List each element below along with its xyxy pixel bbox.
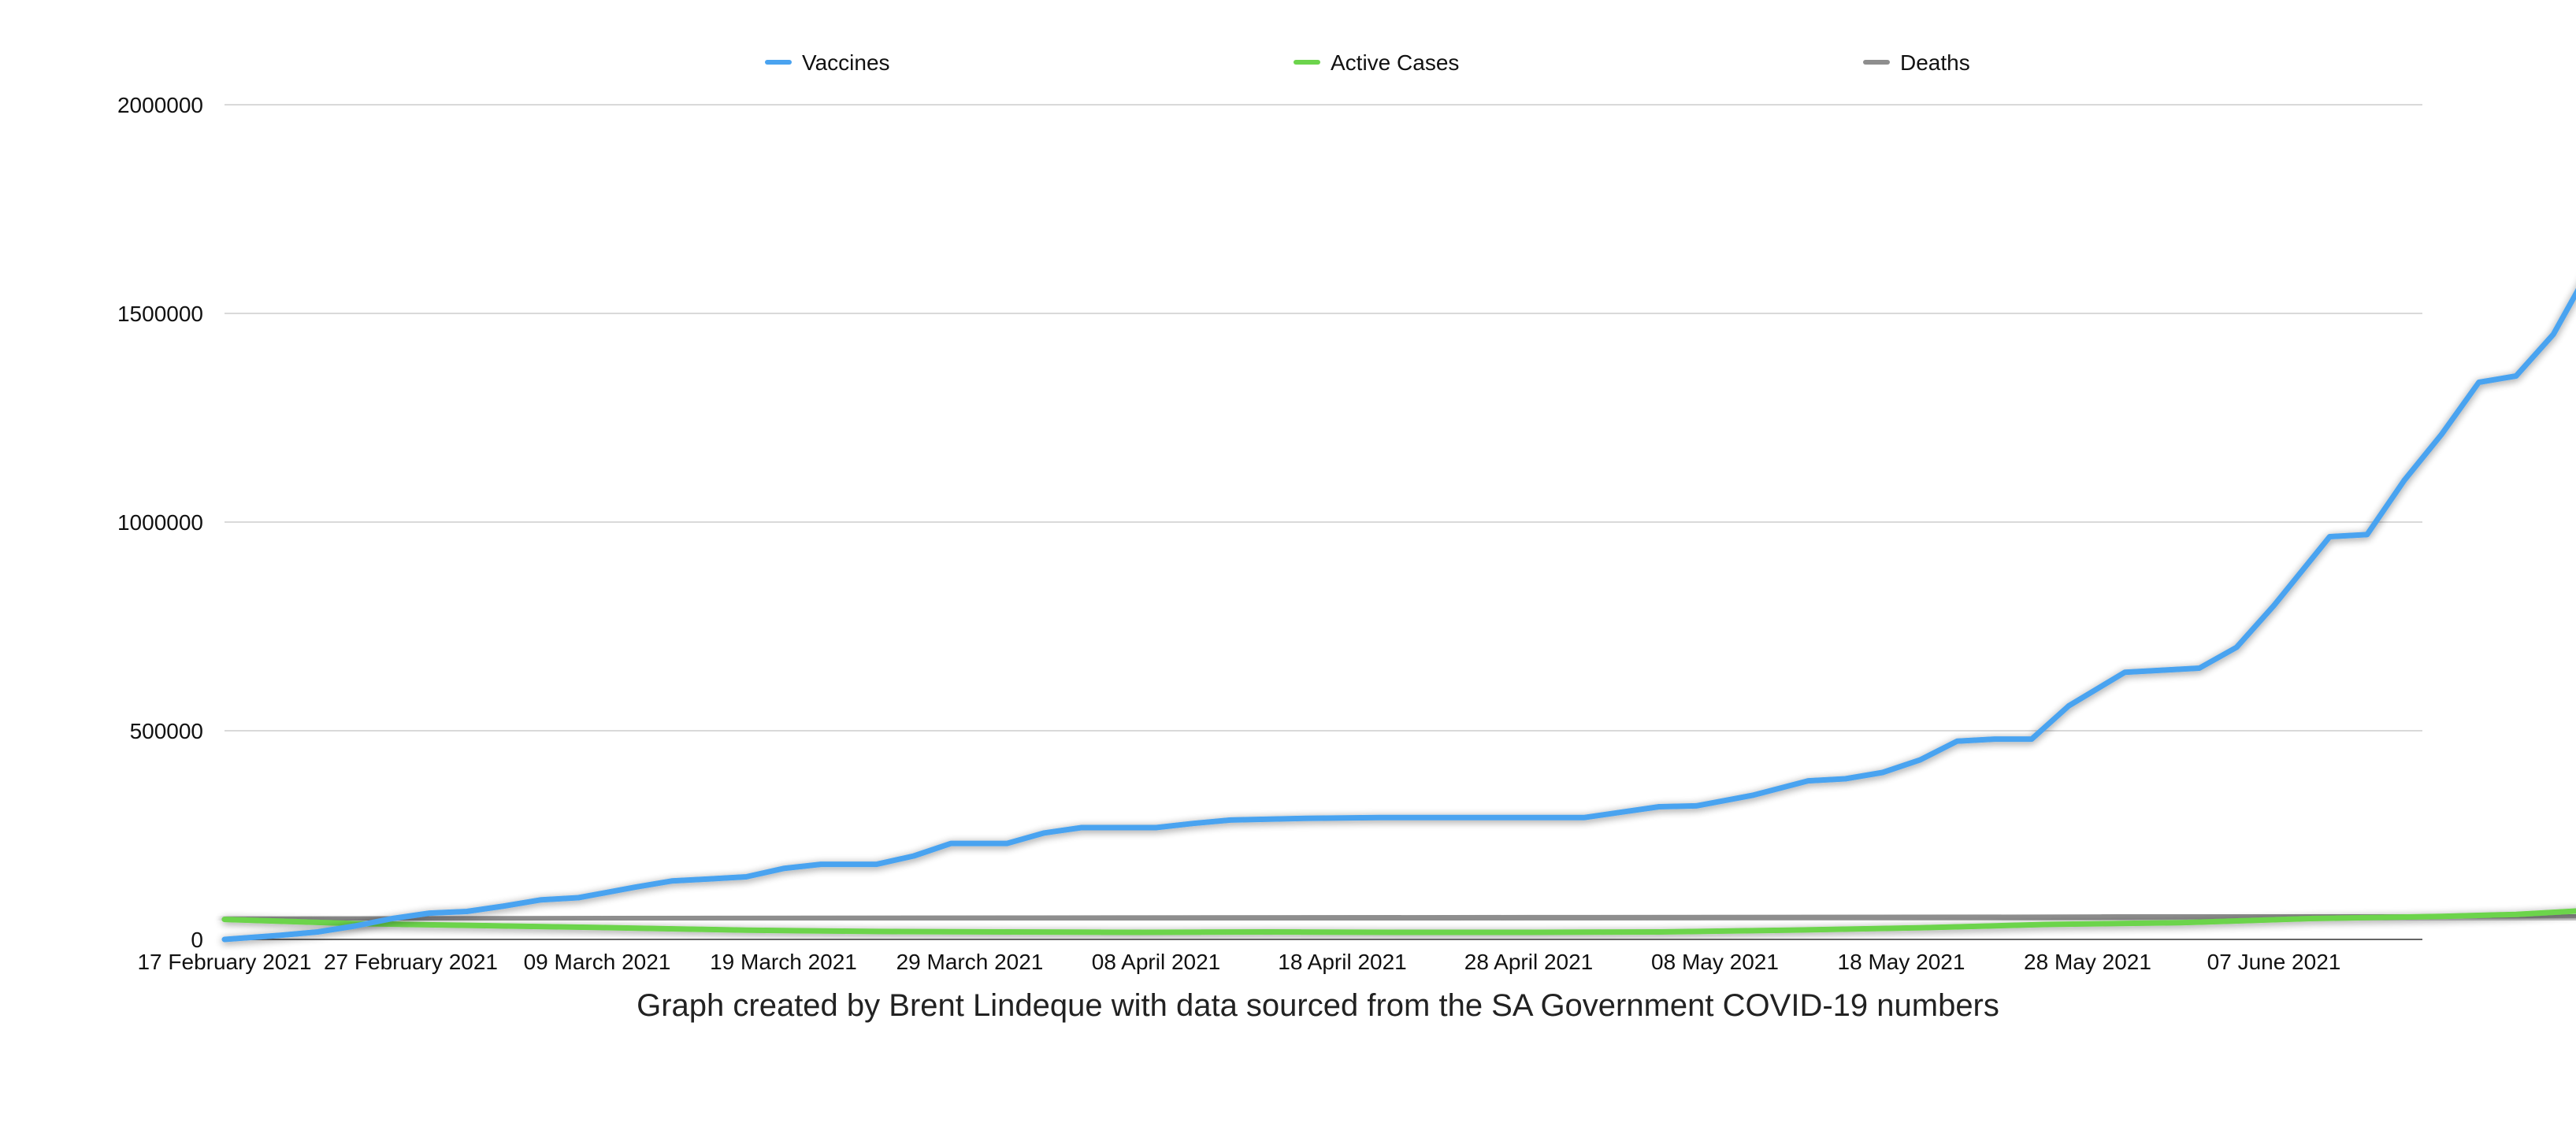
- x-tick-label: 18 May 2021: [1838, 950, 1965, 974]
- series-line-vaccines: [221, 287, 2576, 943]
- x-axis-ticks: 17 February 2021 27 February 2021 09 March…: [137, 950, 2340, 974]
- legend-item-vaccines: Vaccines: [765, 50, 890, 75]
- x-tick-label: 28 May 2021: [2024, 950, 2151, 974]
- y-tick-label: 1000000: [117, 510, 203, 535]
- gridlines: [225, 104, 2422, 732]
- legend-item-active-cases: Active Cases: [1294, 50, 1459, 75]
- legend-label: Vaccines: [802, 50, 890, 75]
- x-tick-label: 17 February 2021: [137, 950, 311, 974]
- x-tick-label: 07 June 2021: [2207, 950, 2341, 974]
- y-tick-label: 1500000: [117, 302, 203, 326]
- x-tick-label: 09 March 2021: [524, 950, 671, 974]
- legend: Vaccines Active Cases Deaths: [765, 50, 1970, 75]
- x-tick-label: 08 May 2021: [1651, 950, 1779, 974]
- legend-item-deaths: Deaths: [1863, 50, 1970, 75]
- x-tick-label: 29 March 2021: [896, 950, 1044, 974]
- x-tick-label: 08 April 2021: [1092, 950, 1220, 974]
- chart-caption: Graph created by Brent Lindeque with dat…: [637, 988, 1999, 1023]
- y-tick-label: 500000: [130, 719, 203, 743]
- series-lines: [221, 287, 2576, 943]
- x-tick-label: 19 March 2021: [710, 950, 857, 974]
- y-axis-ticks: 0 500000 1000000 1500000 2000000: [117, 93, 203, 952]
- x-tick-label: 27 February 2021: [324, 950, 498, 974]
- legend-label: Deaths: [1900, 50, 1970, 75]
- series-line-active-cases: [221, 908, 2576, 935]
- y-tick-label: 0: [191, 928, 203, 952]
- x-tick-label: 18 April 2021: [1278, 950, 1406, 974]
- x-tick-label: 28 April 2021: [1464, 950, 1593, 974]
- legend-label: Active Cases: [1331, 50, 1459, 75]
- y-tick-label: 2000000: [117, 93, 203, 117]
